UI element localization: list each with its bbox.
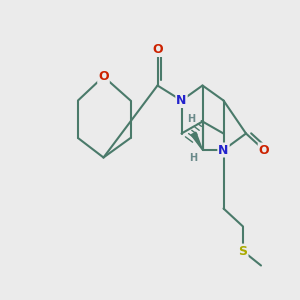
Polygon shape: [191, 132, 202, 150]
Text: O: O: [152, 43, 163, 56]
Text: N: N: [218, 143, 229, 157]
Text: O: O: [98, 70, 109, 83]
Text: H: H: [187, 113, 195, 124]
Text: O: O: [259, 143, 269, 157]
Text: S: S: [238, 244, 247, 258]
Text: N: N: [176, 94, 187, 107]
Text: H: H: [189, 152, 198, 163]
